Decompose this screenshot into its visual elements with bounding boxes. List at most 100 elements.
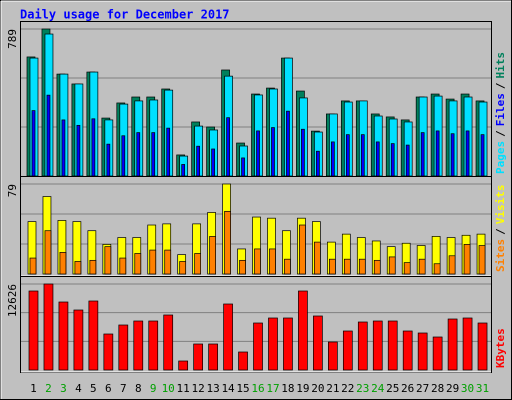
x-tick-label: 31 (476, 382, 489, 395)
bar (358, 258, 366, 275)
bar (283, 317, 293, 371)
bar (163, 314, 174, 371)
y-tick-label: 12626 (6, 284, 19, 317)
bar (241, 157, 245, 177)
bar (59, 252, 67, 275)
bar (89, 259, 97, 275)
bar (256, 130, 260, 177)
bar (73, 309, 84, 371)
x-tick-label: 19 (296, 382, 309, 395)
x-tick-label: 27 (416, 382, 429, 395)
x-tick-label: 25 (386, 382, 399, 395)
bar (480, 134, 485, 177)
bar (405, 144, 410, 177)
bar (314, 241, 321, 275)
bar (136, 132, 141, 177)
x-tick-label: 10 (162, 382, 175, 395)
x-tick-label: 3 (60, 382, 67, 395)
bar (223, 303, 233, 371)
bar (463, 244, 471, 275)
x-tick-label: 30 (461, 382, 474, 395)
legend: Pages / Files / Hits (494, 52, 507, 174)
bar (118, 324, 129, 371)
bar (61, 119, 66, 177)
bar (76, 124, 81, 177)
bar (284, 258, 291, 275)
y-tick-label: 789 (6, 29, 19, 49)
x-tick-label: 24 (371, 382, 385, 395)
bar (465, 130, 470, 177)
bar (209, 236, 216, 275)
bar (238, 351, 248, 371)
bar (211, 148, 215, 177)
legend-separator: / (494, 228, 507, 235)
bar (121, 135, 126, 177)
bar (91, 118, 96, 177)
bar (390, 143, 395, 177)
x-tick-label: 21 (326, 382, 339, 395)
bar (178, 360, 189, 371)
x-tick-label: 15 (236, 382, 249, 395)
bar (43, 283, 54, 371)
x-tick-label: 14 (221, 382, 235, 395)
bar (343, 258, 351, 275)
x-tick-label: 4 (75, 382, 82, 395)
x-tick-label: 12 (192, 382, 205, 395)
legend-separator: / (494, 82, 507, 89)
bar (254, 248, 261, 275)
bar (328, 341, 338, 371)
bar (133, 320, 144, 371)
legend-entry: Pages (494, 141, 507, 174)
bar (193, 343, 203, 371)
x-tick-label: 23 (356, 382, 369, 395)
x-tick-label: 6 (105, 382, 112, 395)
bar (477, 322, 488, 371)
bar (301, 128, 305, 177)
x-tick-label: 18 (281, 382, 294, 395)
bar (46, 94, 51, 177)
bar (44, 230, 52, 275)
bar (331, 141, 335, 177)
x-tick-label: 22 (341, 382, 354, 395)
x-tick-label: 17 (266, 382, 279, 395)
legend-entry: Visits (494, 185, 507, 225)
legend: KBytes (494, 328, 507, 368)
bar (433, 263, 441, 275)
bar (88, 300, 99, 371)
bar (271, 127, 275, 177)
bar (420, 132, 425, 177)
x-tick-label: 16 (251, 382, 264, 395)
bar (375, 141, 380, 177)
bar (179, 261, 187, 275)
x-tick-label: 8 (135, 382, 142, 395)
bar (166, 127, 171, 177)
bar (119, 257, 127, 275)
bar (226, 117, 230, 177)
bar (151, 132, 156, 177)
bar (208, 343, 218, 371)
legend-entry: Files (494, 93, 507, 126)
bar (194, 253, 201, 275)
bar (360, 134, 365, 177)
bar (402, 330, 413, 371)
bar (148, 320, 159, 371)
legend-separator: / (494, 130, 507, 137)
bar (462, 317, 473, 371)
bar (268, 317, 278, 371)
legend-entry: Hits (494, 52, 507, 79)
bar (373, 259, 381, 275)
bar (164, 249, 172, 275)
bar (29, 257, 37, 275)
bar (224, 210, 231, 275)
bar (342, 330, 353, 371)
bar (316, 150, 320, 177)
bar (388, 256, 396, 275)
bar (134, 253, 142, 275)
bar (387, 320, 398, 371)
bar (31, 110, 36, 177)
bar (299, 224, 306, 275)
x-tick-label: 7 (120, 382, 127, 395)
legend-entry: Sites (494, 239, 507, 272)
bar (104, 246, 112, 275)
